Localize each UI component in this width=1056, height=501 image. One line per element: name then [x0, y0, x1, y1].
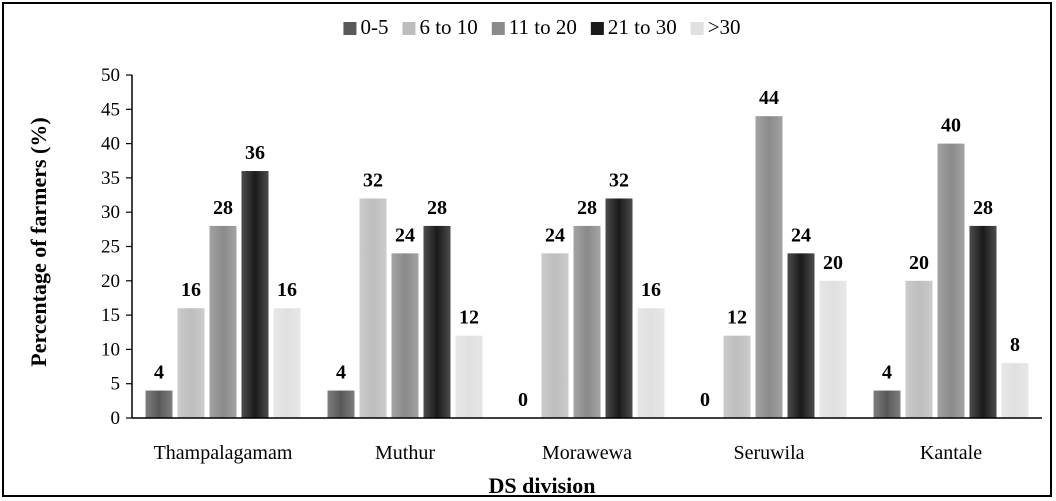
bar — [873, 390, 901, 418]
legend-label: >30 — [708, 15, 741, 39]
data-label: 0 — [700, 389, 710, 411]
bar — [755, 116, 783, 418]
x-tick-label: Thampalagamam — [154, 442, 293, 464]
legend-swatch — [590, 22, 604, 35]
x-axis: Thampalagamam Muthur Morawewa Seruwila Kanta… — [132, 417, 1042, 464]
bar — [573, 225, 601, 418]
y-tick-label: 20 — [101, 271, 120, 292]
bar — [423, 225, 451, 418]
data-label: 12 — [459, 307, 479, 329]
bar — [327, 390, 355, 418]
legend-label: 21 to 30 — [608, 15, 677, 39]
y-axis-title: Percentage of farmers (%) — [26, 117, 51, 366]
bar — [969, 225, 997, 418]
y-tick-label: 15 — [101, 305, 120, 326]
legend: 0-5 6 to 10 11 to 20 21 to 30 >30 — [343, 15, 741, 39]
data-label: 4 — [882, 362, 892, 384]
bar — [541, 253, 569, 418]
data-label: 4 — [336, 362, 346, 384]
data-label: 0 — [518, 389, 528, 411]
data-labels: 4 16 28 36 16 4 32 24 28 12 0 24 28 32 16 0 12 44 24 20 4 20 4… — [154, 87, 1020, 411]
data-label: 12 — [727, 307, 747, 329]
x-tick-label: Seruwila — [733, 442, 804, 464]
bar — [209, 225, 237, 418]
data-label: 16 — [277, 279, 297, 301]
legend-label: 11 to 20 — [509, 15, 577, 39]
bars — [145, 116, 1029, 418]
bar — [937, 143, 965, 418]
data-label: 36 — [245, 142, 265, 164]
legend-swatch — [402, 22, 416, 35]
bar-chart: 0-5 6 to 10 11 to 20 21 to 30 >30 0 5 10 15 20 25… — [26, 15, 1042, 498]
data-label: 32 — [609, 169, 629, 191]
y-tick-label: 50 — [101, 65, 120, 86]
x-axis-title: DS division — [489, 473, 596, 498]
x-tick-label: Morawewa — [542, 442, 632, 464]
bar — [1001, 363, 1029, 418]
bar — [391, 253, 419, 418]
data-label: 20 — [823, 252, 843, 274]
data-label: 28 — [973, 197, 993, 219]
y-tick-label: 35 — [101, 168, 120, 189]
legend-label: 6 to 10 — [419, 15, 477, 39]
bar — [145, 390, 173, 418]
bar — [637, 308, 665, 418]
bar — [605, 198, 633, 418]
bar — [177, 308, 205, 418]
data-label: 24 — [791, 224, 811, 246]
bar — [905, 280, 933, 418]
bar — [241, 171, 269, 418]
data-label: 4 — [154, 362, 164, 384]
data-label: 24 — [545, 224, 565, 246]
data-label: 28 — [577, 197, 597, 219]
legend-swatch — [343, 22, 357, 35]
bar — [359, 198, 387, 418]
y-tick-label: 40 — [101, 134, 120, 155]
bar — [787, 253, 815, 418]
legend-swatch — [491, 22, 505, 35]
bar — [723, 335, 751, 418]
data-label: 32 — [363, 169, 383, 191]
x-tick-label: Muthur — [375, 442, 435, 464]
y-axis: 0 5 10 15 20 25 30 35 40 45 50 — [101, 65, 133, 429]
data-label: 8 — [1010, 334, 1020, 356]
legend-label: 0-5 — [360, 15, 388, 39]
y-tick-label: 25 — [101, 237, 120, 258]
data-label: 28 — [213, 197, 233, 219]
data-label: 28 — [427, 197, 447, 219]
x-tick-label: Kantale — [920, 442, 982, 464]
data-label: 44 — [759, 87, 779, 109]
data-label: 16 — [641, 279, 661, 301]
y-tick-label: 5 — [111, 374, 121, 395]
y-tick-label: 0 — [111, 408, 121, 429]
y-tick-label: 45 — [101, 99, 120, 120]
data-label: 20 — [909, 252, 929, 274]
bar — [273, 308, 301, 418]
y-tick-label: 10 — [101, 339, 120, 360]
y-tick-label: 30 — [101, 202, 120, 223]
data-label: 40 — [941, 115, 961, 137]
legend-swatch — [690, 22, 704, 35]
bar — [455, 335, 483, 418]
data-label: 16 — [181, 279, 201, 301]
data-label: 24 — [395, 224, 415, 246]
bar — [819, 280, 847, 418]
